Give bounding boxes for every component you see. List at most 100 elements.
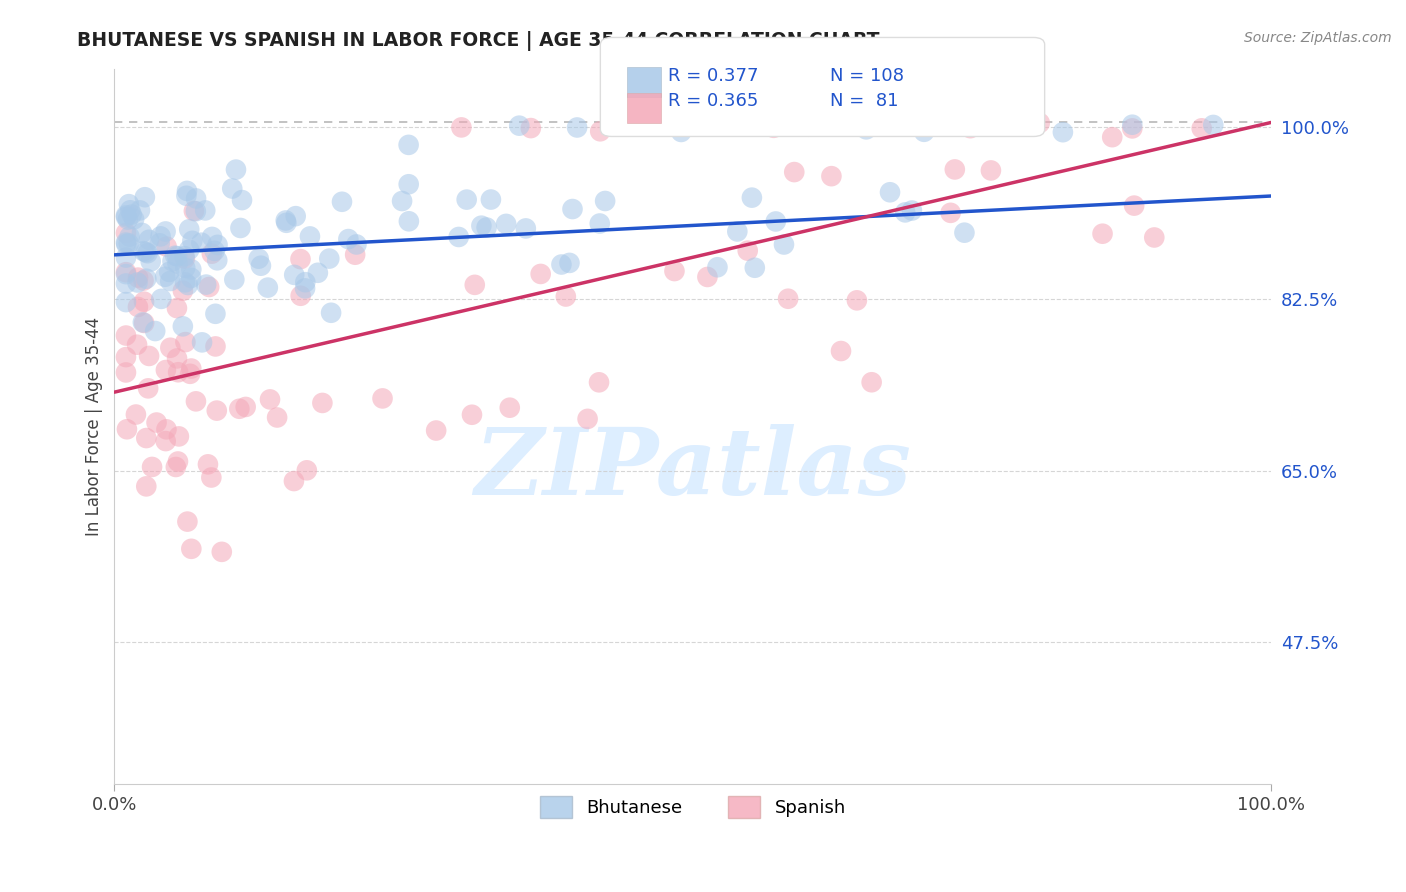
Point xyxy=(319,306,342,320)
Point xyxy=(195,277,218,292)
Point xyxy=(706,260,728,275)
Point xyxy=(132,244,155,259)
Point xyxy=(1143,230,1166,244)
Point xyxy=(174,276,197,290)
Point xyxy=(156,239,179,253)
Text: N = 108: N = 108 xyxy=(830,67,904,85)
Point xyxy=(181,234,204,248)
Point xyxy=(135,271,157,285)
Point xyxy=(588,376,610,390)
Point xyxy=(398,178,420,192)
Point xyxy=(939,206,962,220)
Point xyxy=(174,335,197,350)
Point xyxy=(115,328,138,343)
Point xyxy=(830,344,852,359)
Point xyxy=(127,270,149,285)
Point xyxy=(371,392,394,406)
Point xyxy=(461,408,484,422)
Point xyxy=(256,280,278,294)
Point xyxy=(136,246,159,260)
Point xyxy=(155,422,177,436)
Point xyxy=(201,246,224,260)
Point xyxy=(879,186,901,200)
Point xyxy=(183,204,205,219)
Point xyxy=(184,191,207,205)
Point xyxy=(180,270,202,285)
Point xyxy=(166,256,188,270)
Point xyxy=(589,217,612,231)
Point xyxy=(1091,227,1114,241)
Point xyxy=(589,124,612,138)
Point xyxy=(221,181,243,195)
Text: R = 0.377: R = 0.377 xyxy=(668,67,758,85)
Point xyxy=(157,265,180,279)
Point xyxy=(274,213,297,227)
Point xyxy=(167,429,190,443)
Point xyxy=(205,403,228,417)
Point xyxy=(179,367,201,381)
Point xyxy=(456,193,478,207)
Point xyxy=(174,260,197,275)
Point xyxy=(180,361,202,376)
Point xyxy=(211,545,233,559)
Point xyxy=(167,454,190,468)
Point xyxy=(1121,121,1143,136)
Point xyxy=(115,226,138,240)
Point xyxy=(115,210,138,224)
Point xyxy=(115,251,138,265)
Point xyxy=(346,237,368,252)
Point xyxy=(132,274,155,288)
Point xyxy=(115,366,138,380)
Point xyxy=(953,226,976,240)
Point xyxy=(479,193,502,207)
Text: ZIPatlas: ZIPatlas xyxy=(474,425,911,515)
Point xyxy=(180,541,202,556)
Point xyxy=(176,184,198,198)
Point xyxy=(177,277,200,292)
Point xyxy=(855,122,877,136)
Point xyxy=(118,229,141,244)
Point xyxy=(778,292,800,306)
Point xyxy=(134,190,156,204)
Point xyxy=(135,479,157,493)
Point xyxy=(117,212,139,227)
Point xyxy=(229,221,252,235)
Point xyxy=(149,229,172,244)
Point xyxy=(1123,199,1146,213)
Point xyxy=(115,265,138,279)
Point xyxy=(207,253,229,268)
Point xyxy=(311,396,333,410)
Point xyxy=(290,252,312,266)
Point xyxy=(266,410,288,425)
Text: BHUTANESE VS SPANISH IN LABOR FORCE | AGE 35-44 CORRELATION CHART: BHUTANESE VS SPANISH IN LABOR FORCE | AG… xyxy=(77,31,880,51)
Point xyxy=(450,120,472,135)
Point xyxy=(894,205,917,219)
Point xyxy=(165,249,187,263)
Point xyxy=(135,245,157,260)
Point xyxy=(554,289,576,303)
Point xyxy=(159,274,181,288)
Point xyxy=(235,400,257,414)
Point xyxy=(820,116,842,130)
Point xyxy=(115,295,138,310)
Point xyxy=(398,214,420,228)
Point xyxy=(284,209,307,223)
Point xyxy=(337,232,360,246)
Point xyxy=(797,120,820,134)
Point xyxy=(145,416,167,430)
Point xyxy=(228,401,250,416)
Point xyxy=(669,125,692,139)
Point xyxy=(558,256,581,270)
Point xyxy=(115,237,138,252)
Point xyxy=(155,434,177,448)
Point xyxy=(890,115,912,129)
Point xyxy=(1052,125,1074,139)
Point xyxy=(197,458,219,472)
Point xyxy=(207,238,229,252)
Point xyxy=(127,300,149,314)
Point xyxy=(115,350,138,364)
Point xyxy=(204,307,226,321)
Point xyxy=(980,163,1002,178)
Point xyxy=(664,264,686,278)
Point xyxy=(122,212,145,227)
